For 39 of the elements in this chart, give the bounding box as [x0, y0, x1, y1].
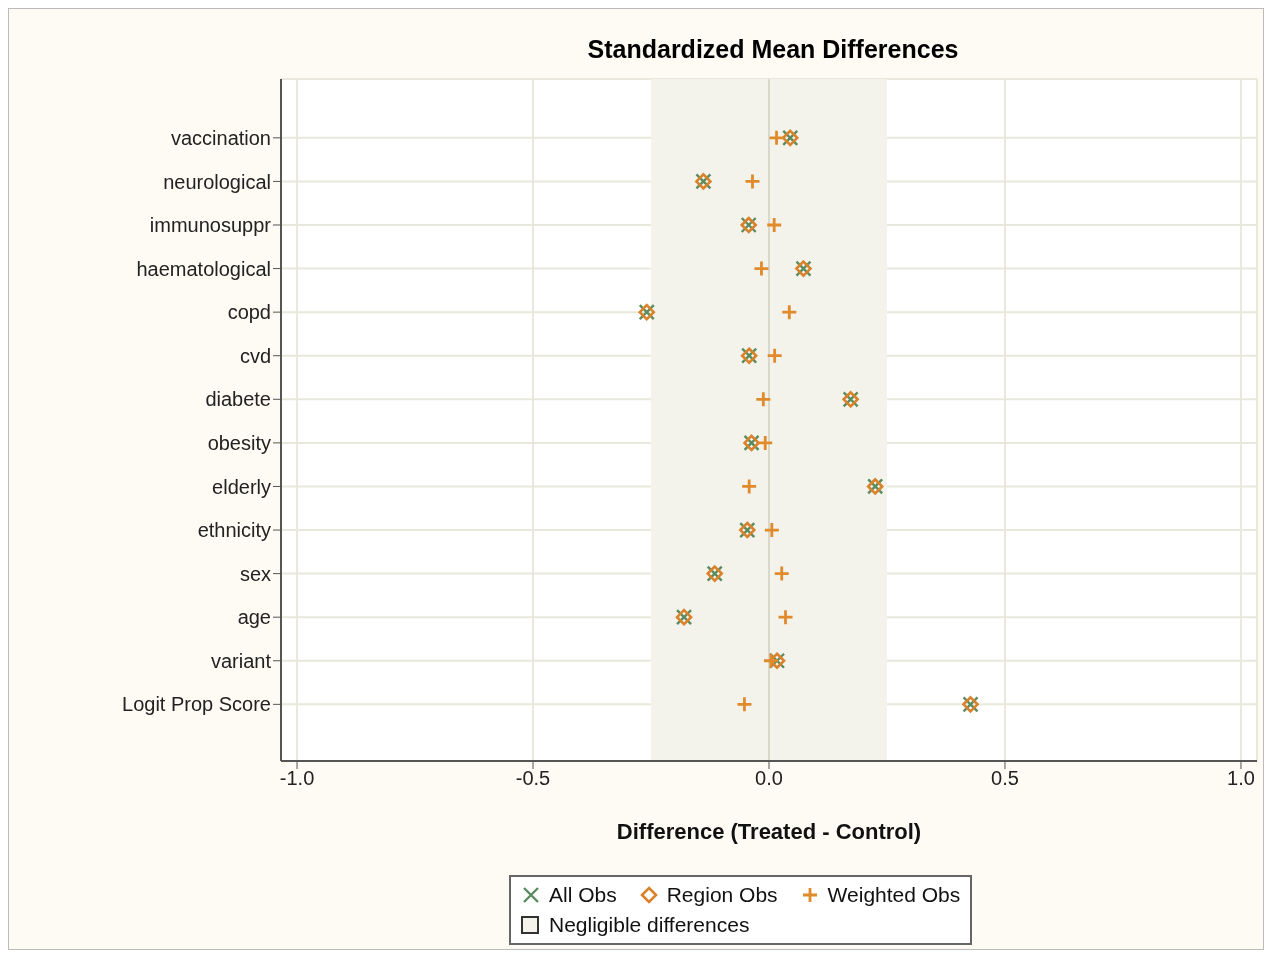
x-tick-label: -0.5: [515, 767, 551, 790]
point: [765, 216, 783, 234]
y-tick-label: diabete: [205, 388, 271, 411]
legend-label: Region Obs: [666, 882, 778, 908]
x-tick-label: -1.0: [279, 767, 315, 790]
y-tick-label: age: [237, 606, 271, 629]
y-tick-label: obesity: [207, 431, 271, 454]
point: [753, 260, 770, 277]
point: [744, 173, 761, 190]
point: [763, 521, 781, 539]
point: [766, 347, 784, 365]
point: [780, 303, 798, 321]
y-tick-label: cvd: [239, 344, 271, 367]
y-tick-label: immunosuppr: [149, 214, 272, 237]
y-tick-label: haematological: [136, 257, 271, 280]
y-tick-label: Logit Prop Score: [122, 693, 271, 716]
x-axis-title: Difference (Treated - Control): [616, 819, 922, 844]
point: [777, 608, 794, 626]
point: [756, 434, 774, 452]
x-tick-label: 1.0: [1227, 767, 1255, 790]
legend-label: All Obs: [549, 882, 617, 908]
legend-label: Negligible differences: [549, 912, 750, 938]
y-tick-label: variant: [210, 649, 272, 672]
x-tick-label: 0.5: [991, 767, 1019, 790]
x-tick-label: 0.0: [755, 767, 783, 790]
legend-label: Weighted Obs: [827, 882, 961, 908]
y-tick-label: elderly: [212, 475, 271, 498]
point: [762, 652, 780, 670]
point: [773, 565, 791, 583]
point: [768, 129, 785, 147]
y-tick-label: ethnicity: [197, 519, 271, 542]
y-tick-label: vaccination: [170, 126, 271, 149]
y-tick-label: sex: [239, 562, 271, 585]
y-tick-label: neurological: [163, 170, 271, 193]
point: [740, 478, 758, 495]
point: [754, 390, 772, 408]
y-tick-label: copd: [227, 301, 271, 324]
point: [736, 695, 753, 713]
chart-title: Standardized Mean Differences: [586, 35, 960, 64]
